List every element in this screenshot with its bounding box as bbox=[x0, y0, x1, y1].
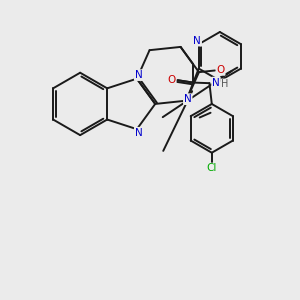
Text: N: N bbox=[194, 36, 201, 46]
Text: H: H bbox=[221, 80, 229, 89]
Text: N: N bbox=[184, 94, 192, 104]
Text: N: N bbox=[135, 128, 142, 138]
Text: N: N bbox=[135, 70, 142, 80]
Text: O: O bbox=[167, 75, 175, 85]
Text: Cl: Cl bbox=[207, 164, 217, 173]
Text: N: N bbox=[212, 78, 220, 88]
Text: O: O bbox=[216, 65, 225, 75]
